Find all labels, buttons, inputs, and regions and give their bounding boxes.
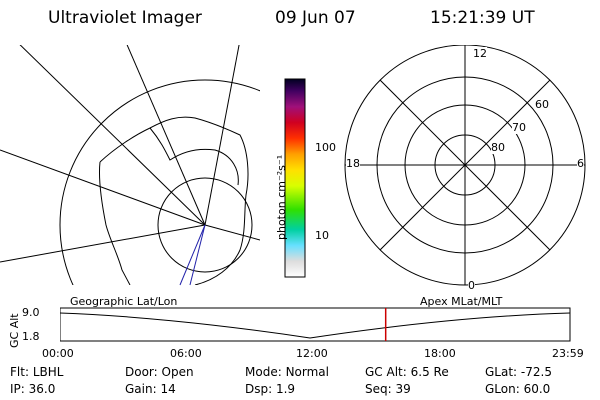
polar-diagonal xyxy=(379,79,551,251)
polar-plot xyxy=(344,45,586,286)
timeline-xtick: 12:00 xyxy=(296,347,328,360)
map-meridian xyxy=(204,224,260,241)
map-meridian xyxy=(0,149,206,226)
mlt-label-18: 18 xyxy=(346,157,360,170)
colorbar-label: photon cm⁻²s⁻¹ xyxy=(275,154,288,240)
timeline-ylabel: GC Alt xyxy=(8,313,21,348)
timeline-xtick: 00:00 xyxy=(42,347,74,360)
timeline-ytick-bottom: 1.8 xyxy=(22,330,40,343)
timeline-ytick-top: 9.0 xyxy=(22,306,40,319)
info-ip: IP: 36.0 xyxy=(10,382,56,396)
info-gain: Gain: 14 xyxy=(125,382,176,396)
satellite-trace xyxy=(179,224,206,286)
map-meridian xyxy=(126,45,206,226)
info-flt: Flt: LBHL xyxy=(10,365,64,379)
info-door: Door: Open xyxy=(125,365,194,379)
colorbar-gradient xyxy=(284,78,306,278)
continent-outline xyxy=(99,116,249,285)
timeline-plot xyxy=(60,307,571,342)
app-title: Ultraviolet Imager xyxy=(48,8,202,28)
lat-label-70: 70 xyxy=(512,121,526,134)
mlt-label-6: 6 xyxy=(577,157,584,170)
map-lat-circle-outer xyxy=(59,79,260,285)
geographic-label: Geographic Lat/Lon xyxy=(70,295,178,308)
lat-label-60: 60 xyxy=(535,98,549,111)
mlt-label-0: 0 xyxy=(468,279,475,292)
colorbar xyxy=(284,78,306,278)
info-gc-alt: GC Alt: 6.5 Re xyxy=(365,365,449,379)
info-glat: GLat: -72.5 xyxy=(485,365,552,379)
colorbar-tick-100: 100 xyxy=(315,141,336,154)
timeline-xtick: 06:00 xyxy=(170,347,202,360)
map-meridian xyxy=(204,45,240,226)
map-meridian xyxy=(0,224,206,263)
info-glon: GLon: 60.0 xyxy=(485,382,551,396)
info-seq: Seq: 39 xyxy=(365,382,411,396)
satellite-trace xyxy=(189,224,206,286)
info-mode: Mode: Normal xyxy=(245,365,329,379)
map-lat-circle-inner xyxy=(157,177,253,273)
mlt-label-12: 12 xyxy=(473,47,487,60)
time-label: 15:21:39 UT xyxy=(430,8,535,28)
timeline-xtick: 23:59 xyxy=(552,347,584,360)
apex-label: Apex MLat/MLT xyxy=(420,295,503,308)
timeline-xtick: 18:00 xyxy=(424,347,456,360)
altitude-trace xyxy=(60,312,571,339)
info-dsp: Dsp: 1.9 xyxy=(245,382,296,396)
map-meridian xyxy=(19,45,206,226)
timeline-frame xyxy=(60,307,571,342)
date-label: 09 Jun 07 xyxy=(275,8,356,28)
lat-label-80: 80 xyxy=(491,141,505,154)
colorbar-tick-10: 10 xyxy=(315,229,329,242)
